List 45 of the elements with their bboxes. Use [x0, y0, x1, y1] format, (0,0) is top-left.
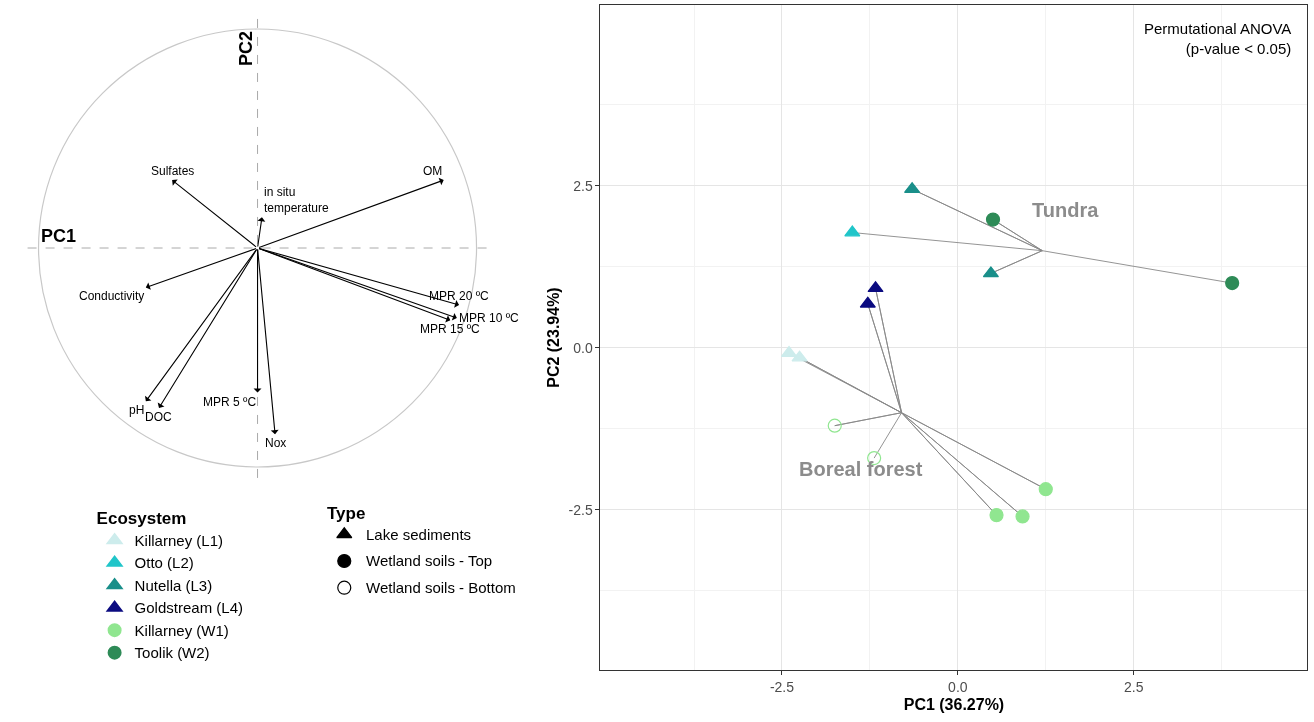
- text: PC2: [236, 31, 257, 67]
- point: [827, 418, 842, 433]
- x-tick-label: 2.5: [1123, 678, 1144, 695]
- text: Wetland soils - Bottom: [366, 579, 516, 596]
- legend-label: Otto (L2): [134, 554, 194, 572]
- text: Wetland soils - Top: [366, 552, 493, 569]
- text: PC1: [41, 226, 77, 246]
- text: Type: [327, 504, 366, 523]
- text: pH: [129, 403, 145, 417]
- point: [844, 225, 861, 237]
- x-tick-label: -2.5: [769, 678, 795, 695]
- y-tick-label: 2.5: [573, 177, 593, 194]
- point: [867, 281, 884, 293]
- legend-label: Nutella (L3): [134, 576, 213, 594]
- text: Sulfates: [151, 164, 195, 178]
- legend-label: Goldstream (L4): [134, 599, 243, 617]
- point: [1038, 482, 1053, 497]
- text: OM: [423, 164, 443, 178]
- text: MPR 20 ºC: [429, 289, 490, 303]
- annotation: Tundra: [1032, 199, 1100, 221]
- text: MPR 5 ºC: [203, 395, 257, 409]
- x-axis-title: PC1 (36.27%): [903, 695, 1005, 713]
- y-tick-label: -2.5: [568, 501, 593, 518]
- annotation: Boreal forest: [799, 458, 923, 480]
- point: [1225, 275, 1240, 291]
- x-tick-label: 0.0: [948, 678, 968, 695]
- legend-label: Toolik (W2): [134, 644, 210, 662]
- text: MPR 15 ºC: [420, 322, 481, 336]
- legend-title: Ecosystem: [96, 508, 187, 528]
- point: [1015, 509, 1030, 524]
- point: [989, 508, 1004, 523]
- y-axis-title: PC2 (23.94%): [545, 287, 563, 388]
- point: [859, 296, 876, 308]
- text: DOC: [145, 410, 172, 424]
- legend-label: Killarney (L1): [134, 531, 223, 549]
- legend-label: Killarney (W1): [134, 621, 229, 639]
- y-tick-label: 0.0: [573, 339, 593, 356]
- text: Lake sediments: [366, 526, 472, 543]
- point: [985, 212, 1001, 227]
- text: MPR 10 ºC: [459, 311, 520, 325]
- point: [791, 350, 808, 362]
- text: Nox: [265, 436, 287, 450]
- text: in situ temperature: [264, 185, 330, 215]
- annotation: Permutational ANOVA (p-value < 0.05): [1144, 20, 1292, 57]
- text: Conductivity: [79, 289, 145, 303]
